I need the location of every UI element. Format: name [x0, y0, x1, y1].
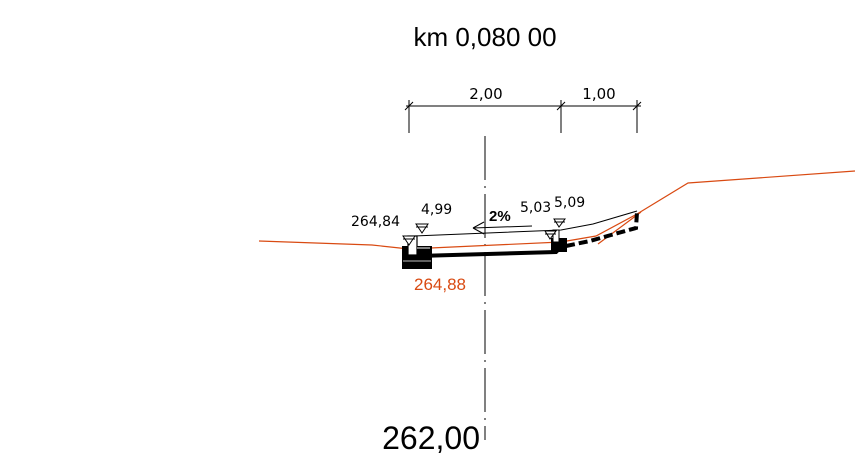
dimension-right-width: 1,00 — [582, 85, 615, 103]
level-right-b: 5,09 — [554, 195, 585, 211]
ground-line — [258, 170, 855, 250]
level-left-edge: 264,84 — [351, 214, 400, 230]
ground-elevation-label: 264,88 — [414, 275, 466, 294]
station-title: km 0,080 00 — [413, 22, 556, 52]
datum-elevation: 262,00 — [382, 420, 480, 453]
pavement-structure — [417, 245, 566, 258]
shoulder-dashed — [565, 211, 639, 248]
level-marker-icon — [402, 218, 566, 246]
right-curb — [551, 229, 567, 252]
level-right-a: 5,03 — [520, 200, 551, 216]
crossfall-label: 2% — [489, 208, 511, 225]
dimension-left-width: 2,00 — [469, 85, 502, 103]
dimension-line — [404, 100, 642, 133]
design-surface-line — [413, 210, 638, 237]
crossfall-arrow-icon — [472, 221, 533, 235]
level-left-edge-offset: 4,99 — [421, 202, 452, 218]
